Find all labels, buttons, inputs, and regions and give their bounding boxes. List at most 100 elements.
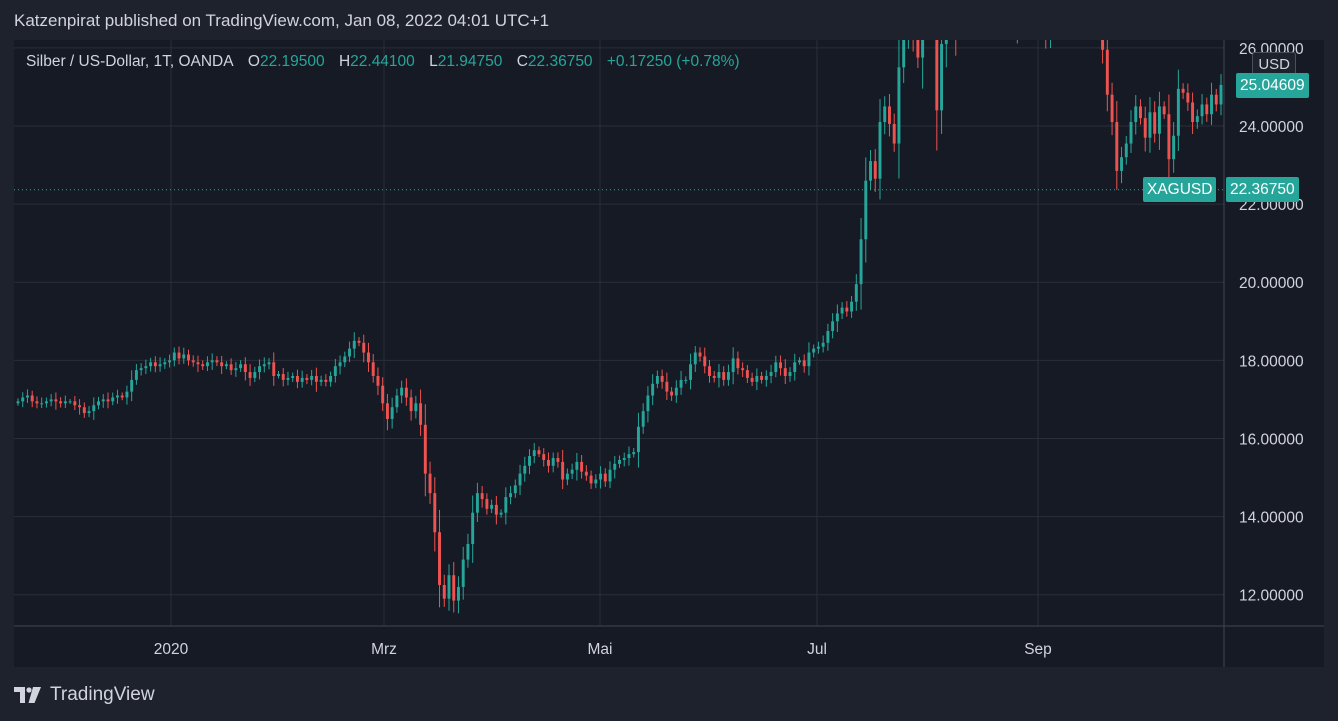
candle-up xyxy=(471,495,475,563)
price-axis-ticks: 26.0000024.0000022.0000020.0000018.00000… xyxy=(1239,41,1304,605)
candle-body xyxy=(693,352,697,365)
tradingview-brand[interactable]: TradingView xyxy=(50,684,155,705)
candle-body xyxy=(935,40,939,111)
candle-up xyxy=(338,355,342,375)
candle-body xyxy=(883,106,887,123)
candle-up xyxy=(854,274,858,311)
candle-down xyxy=(54,392,58,410)
candle-body xyxy=(618,459,621,464)
candle-up xyxy=(63,395,67,408)
candle-body xyxy=(475,493,479,513)
candles xyxy=(16,40,1223,614)
candle-body xyxy=(286,377,290,380)
candle-body xyxy=(528,456,531,466)
candle-body xyxy=(736,358,740,369)
candle-body xyxy=(262,364,266,367)
candle-body xyxy=(779,362,782,369)
candle-down xyxy=(220,355,224,374)
candle-body xyxy=(404,387,408,398)
candle-body xyxy=(608,469,612,482)
candle-body xyxy=(106,399,110,402)
candle-up xyxy=(329,371,333,387)
candle-body xyxy=(760,375,764,380)
candle-body xyxy=(674,387,678,396)
candle-down xyxy=(1139,99,1142,125)
price-tick-label: 20.00000 xyxy=(1239,275,1304,292)
candle-body xyxy=(461,559,465,587)
candle-up xyxy=(1016,40,1018,44)
candle-body xyxy=(940,43,944,111)
candle-down xyxy=(1167,94,1171,183)
candle-body xyxy=(419,403,423,425)
candle-up xyxy=(1200,94,1204,125)
candle-body xyxy=(248,372,252,378)
candle-up xyxy=(158,357,162,372)
candle-body xyxy=(409,397,413,412)
candle-down xyxy=(1045,40,1047,49)
legend-open-label: O xyxy=(247,53,260,70)
candle-body xyxy=(21,397,25,402)
candle-up xyxy=(674,380,678,403)
candle-body xyxy=(537,450,541,455)
candle-body xyxy=(385,403,389,419)
candle-body xyxy=(632,452,636,455)
candle-body xyxy=(371,362,375,376)
candle-body xyxy=(717,372,721,378)
candle-body xyxy=(660,375,664,382)
candle-up xyxy=(816,341,820,354)
candle-down xyxy=(295,369,299,389)
chart-area[interactable]: 26.00000 24.00000 22.00000 20.00000 18.00000… xyxy=(14,40,1324,667)
candle-body xyxy=(551,458,555,466)
candle-up xyxy=(134,363,138,385)
candle-body xyxy=(158,364,162,367)
candle-down xyxy=(243,357,247,381)
candle-up xyxy=(689,353,693,390)
candle-body xyxy=(224,364,228,367)
candle-body xyxy=(295,375,299,382)
candle-body xyxy=(54,399,58,402)
tradingview-logo-icon[interactable] xyxy=(14,687,44,703)
candle-down xyxy=(887,94,891,137)
candle-up xyxy=(518,464,522,496)
candle-body xyxy=(139,368,143,371)
candle-up xyxy=(182,347,186,364)
candle-down xyxy=(404,378,408,406)
candle-body xyxy=(187,354,190,361)
candle-body xyxy=(603,473,607,482)
candle-body xyxy=(1210,94,1213,115)
candle-body xyxy=(1139,106,1142,119)
candle-up xyxy=(163,358,167,369)
candle-down xyxy=(1186,83,1190,111)
candle-body xyxy=(400,387,404,396)
candle-body xyxy=(651,383,655,396)
candle-down xyxy=(371,353,375,383)
candle-up xyxy=(1172,122,1176,173)
candle-up xyxy=(1157,91,1161,150)
price-tick-label: 14.00000 xyxy=(1239,510,1304,527)
candle-up xyxy=(613,455,617,479)
price-tick-label: 12.00000 xyxy=(1239,588,1304,605)
candle-down xyxy=(916,40,920,68)
symbol-legend: Silber / US-Dollar, 1T, OANDA O22.19500 … xyxy=(26,53,740,71)
candle-body xyxy=(788,372,792,376)
candle-body xyxy=(561,461,565,480)
candle-up xyxy=(532,443,536,464)
candle-body xyxy=(859,239,863,285)
candle-up xyxy=(300,370,304,388)
candle-body xyxy=(333,366,337,376)
footer: TradingView xyxy=(14,681,155,709)
candle-body xyxy=(485,499,489,509)
candle-body xyxy=(831,321,835,332)
candlestick-chart[interactable]: 26.0000024.0000022.0000020.0000018.00000… xyxy=(14,40,1324,667)
candle-up xyxy=(523,456,527,482)
candle-down xyxy=(1153,101,1157,143)
candle-up xyxy=(457,576,460,614)
candle-body xyxy=(679,379,683,388)
candle-body xyxy=(509,493,513,498)
candle-down xyxy=(480,486,484,508)
candle-body xyxy=(835,313,839,322)
candle-body xyxy=(854,284,858,302)
candle-body xyxy=(689,364,693,380)
candle-down xyxy=(272,352,276,386)
candle-body xyxy=(802,360,806,367)
